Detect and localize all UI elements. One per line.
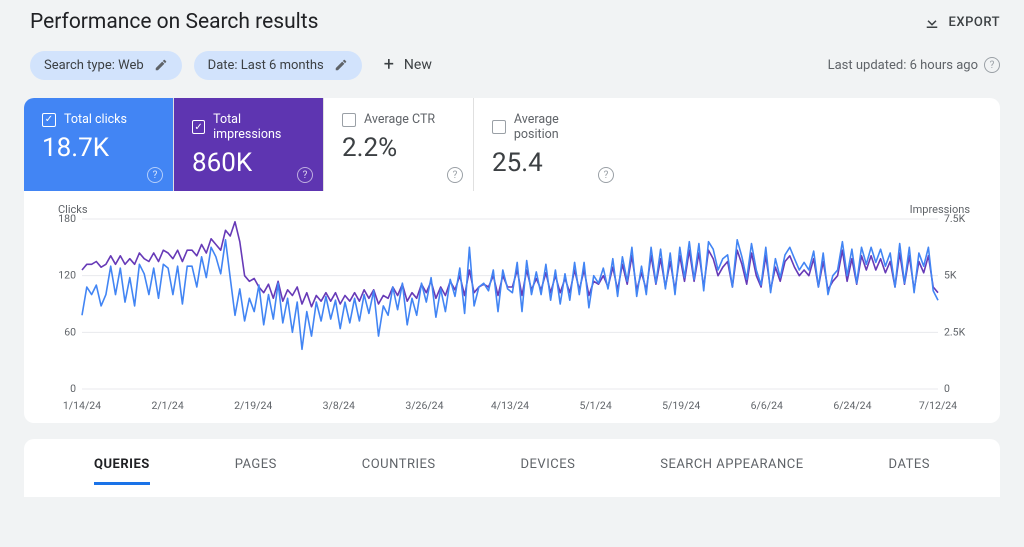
tab-devices[interactable]: DEVICES — [521, 457, 576, 485]
svg-text:120: 120 — [58, 269, 76, 282]
page-title: Performance on Search results — [30, 10, 318, 34]
metric-label: Average position — [514, 112, 606, 142]
svg-text:0: 0 — [944, 382, 950, 395]
svg-text:4/13/24: 4/13/24 — [491, 399, 529, 412]
svg-text:2.5K: 2.5K — [944, 326, 966, 339]
metric-value: 18.7K — [42, 133, 155, 164]
performance-chart: 1807.5K1205K602.5K001/14/242/1/242/19/24… — [54, 205, 970, 415]
svg-text:6/24/24: 6/24/24 — [833, 399, 871, 412]
metric-average-ctr[interactable]: Average CTR 2.2% ? — [324, 98, 474, 191]
filters-row: Search type: Web Date: Last 6 months + N… — [0, 42, 1024, 98]
checkbox-icon: ✓ — [42, 113, 56, 127]
pencil-icon — [154, 58, 168, 72]
filter-search-type[interactable]: Search type: Web — [30, 51, 182, 80]
filters-left: Search type: Web Date: Last 6 months + N… — [30, 50, 442, 80]
metric-head: Average CTR — [342, 112, 455, 127]
metrics-chart-card: ✓ Total clicks 18.7K ? ✓ Total impressio… — [24, 98, 1000, 423]
metric-total-clicks[interactable]: ✓ Total clicks 18.7K ? — [24, 98, 174, 191]
metric-average-position[interactable]: Average position 25.4 ? — [474, 98, 624, 191]
svg-text:3/8/24: 3/8/24 — [323, 399, 355, 412]
metric-value: 25.4 — [492, 148, 606, 179]
filter-search-type-label: Search type: Web — [44, 58, 144, 73]
help-icon[interactable]: ? — [598, 167, 614, 183]
help-icon[interactable]: ? — [984, 57, 1000, 73]
page-header: Performance on Search results EXPORT — [0, 0, 1024, 42]
tabs-row: QUERIES PAGES COUNTRIES DEVICES SEARCH APPEA… — [64, 439, 960, 497]
tab-dates[interactable]: DATES — [889, 457, 930, 485]
y-axis-right-label: Impressions — [910, 203, 970, 216]
pencil-icon — [334, 58, 348, 72]
tab-pages[interactable]: PAGES — [235, 457, 277, 485]
svg-text:3/26/24: 3/26/24 — [405, 399, 443, 412]
add-filter-button[interactable]: + New — [374, 50, 442, 80]
svg-text:1/14/24: 1/14/24 — [63, 399, 101, 412]
checkbox-icon — [492, 120, 506, 134]
help-icon[interactable]: ? — [447, 167, 463, 183]
svg-text:60: 60 — [64, 326, 76, 339]
chart-container: Clicks Impressions 1807.5K1205K602.5K001… — [24, 191, 1000, 423]
tab-countries[interactable]: COUNTRIES — [362, 457, 436, 485]
download-icon — [923, 13, 941, 31]
checkbox-icon: ✓ — [192, 120, 205, 134]
svg-text:2/19/24: 2/19/24 — [234, 399, 272, 412]
svg-text:2/1/24: 2/1/24 — [151, 399, 183, 412]
help-icon[interactable]: ? — [147, 167, 163, 183]
checkbox-icon — [342, 113, 356, 127]
svg-text:6/6/24: 6/6/24 — [751, 399, 783, 412]
metric-label: Total clicks — [64, 112, 127, 127]
help-icon[interactable]: ? — [297, 167, 313, 183]
tab-search-appearance[interactable]: SEARCH APPEARANCE — [660, 457, 803, 485]
tabs-card: QUERIES PAGES COUNTRIES DEVICES SEARCH APPEA… — [24, 439, 1000, 497]
metrics-row: ✓ Total clicks 18.7K ? ✓ Total impressio… — [24, 98, 1000, 191]
svg-text:5K: 5K — [944, 269, 957, 282]
y-axis-left-label: Clicks — [58, 203, 88, 216]
metric-head: Average position — [492, 112, 606, 142]
metric-value: 860K — [192, 148, 305, 179]
new-label: New — [404, 57, 432, 73]
export-button[interactable]: EXPORT — [923, 13, 1000, 31]
metric-total-impressions[interactable]: ✓ Total impressions 860K ? — [174, 98, 324, 191]
svg-text:7/12/24: 7/12/24 — [919, 399, 957, 412]
metric-head: ✓ Total clicks — [42, 112, 155, 127]
metric-value: 2.2% — [342, 133, 455, 164]
filter-date-range[interactable]: Date: Last 6 months — [194, 51, 362, 80]
metric-head: ✓ Total impressions — [192, 112, 305, 142]
plus-icon: + — [384, 56, 394, 74]
svg-text:5/1/24: 5/1/24 — [579, 399, 611, 412]
filter-date-label: Date: Last 6 months — [208, 58, 324, 73]
metric-label: Average CTR — [364, 112, 435, 127]
metric-label: Total impressions — [213, 112, 305, 142]
export-label: EXPORT — [949, 15, 1000, 30]
last-updated-text: Last updated: 6 hours ago — [828, 58, 978, 73]
last-updated: Last updated: 6 hours ago ? — [828, 57, 1000, 73]
svg-text:0: 0 — [70, 382, 76, 395]
svg-text:5/19/24: 5/19/24 — [662, 399, 700, 412]
tab-queries[interactable]: QUERIES — [94, 457, 150, 485]
